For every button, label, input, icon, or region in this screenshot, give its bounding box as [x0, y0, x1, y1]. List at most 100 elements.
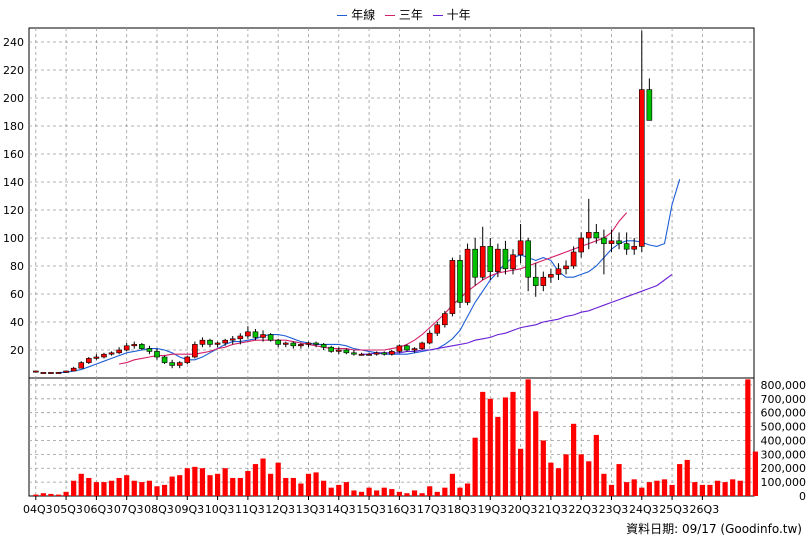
candle-body — [570, 251, 577, 267]
candle-body — [411, 348, 418, 351]
candle-body — [260, 334, 266, 338]
candle-body — [305, 342, 312, 345]
ma-line — [361, 273, 673, 355]
volume-bar — [321, 480, 327, 496]
candle-body — [93, 356, 100, 359]
candle-body — [601, 237, 607, 244]
candle-body — [540, 276, 547, 286]
candle-body — [351, 352, 357, 355]
volume-bar — [677, 464, 683, 496]
xtick-label: 21Q3 — [538, 503, 568, 516]
volume-ytick-label: 600,000 — [761, 407, 807, 420]
volume-bar — [71, 480, 77, 496]
price-ytick-label: 220 — [3, 64, 24, 77]
volume-bar — [699, 484, 705, 496]
volume-bar — [411, 490, 418, 496]
price-plot-frame — [28, 27, 755, 379]
candle-body — [472, 248, 478, 278]
volume-bar — [283, 477, 289, 496]
candle-body — [267, 334, 274, 341]
volume-plot-frame — [28, 377, 755, 497]
volume-bar — [237, 477, 243, 496]
volume-bar — [222, 468, 228, 496]
volume-bar — [313, 472, 319, 496]
candle-body — [585, 232, 592, 239]
candle-body — [532, 276, 539, 286]
candle-body — [495, 248, 501, 272]
candle-body — [108, 352, 115, 355]
candle-body — [101, 353, 107, 358]
candle-body — [389, 351, 395, 355]
legend-swatch-annual — [337, 15, 348, 16]
candle-body — [631, 246, 638, 250]
volume-bar — [480, 391, 486, 496]
candle-body — [548, 274, 554, 278]
candle-body — [86, 358, 92, 363]
candle-body — [335, 349, 342, 352]
ma-line — [58, 179, 681, 373]
price-ytick-label: 100 — [3, 232, 24, 245]
candle-body — [404, 345, 410, 351]
xtick-label: 09Q3 — [174, 503, 204, 516]
volume-bar — [449, 473, 456, 496]
volume-bar — [525, 379, 531, 496]
candle-body — [192, 344, 198, 358]
volume-ytick-label: 0 — [799, 490, 806, 503]
candle-body — [502, 248, 509, 270]
xtick-label: 12Q3 — [265, 503, 295, 516]
price-ytick-label: 20 — [10, 344, 24, 357]
volume-bar — [654, 480, 660, 496]
volume-bar — [510, 391, 516, 496]
legend-swatch-three-year — [385, 15, 396, 16]
candle-body — [139, 344, 145, 349]
volume-bar — [472, 437, 478, 496]
volume-bar — [586, 461, 592, 496]
volume-bar — [442, 487, 448, 496]
candle-body — [313, 342, 319, 345]
volume-bar — [184, 468, 190, 496]
xtick-label: 19Q3 — [477, 503, 507, 516]
candle-body — [131, 344, 138, 347]
candle-body — [55, 372, 62, 374]
candle-body — [328, 346, 335, 352]
volume-bar — [33, 494, 39, 496]
volume-bar — [381, 487, 387, 496]
xtick-label: 10Q3 — [205, 503, 235, 516]
volume-bar — [555, 468, 562, 496]
volume-bar — [245, 471, 251, 496]
candle-body — [154, 351, 160, 358]
volume-bar — [487, 398, 493, 496]
volume-bar — [517, 448, 524, 496]
candle-body — [510, 254, 516, 270]
xtick-label: 24Q3 — [629, 503, 659, 516]
volume-bar — [571, 423, 577, 496]
source-note: 資料日期: 09/17 (Goodinfo.tw) — [626, 522, 802, 536]
volume-bar — [63, 491, 69, 496]
volume-bar — [328, 487, 334, 496]
price-ytick-label: 240 — [3, 36, 24, 49]
price-ytick-label: 60 — [10, 288, 24, 301]
volume-bar — [343, 482, 349, 496]
volume-bar — [116, 477, 122, 496]
volume-bar — [714, 480, 721, 496]
candle-body — [578, 237, 584, 253]
candle-body — [434, 324, 441, 334]
candle-body — [616, 240, 622, 244]
legend-label-annual: 年線 — [351, 8, 376, 22]
volume-bar — [207, 475, 213, 496]
legend-item-three-year: 三年 — [385, 8, 427, 22]
candle-body — [116, 349, 122, 354]
candle-body — [169, 362, 175, 366]
candle-body — [442, 313, 448, 326]
price-ytick-label: 160 — [3, 148, 24, 161]
volume-bar — [495, 416, 501, 496]
xtick-label: 26Q3 — [690, 503, 720, 516]
candle-body — [146, 348, 153, 352]
xtick-label: 15Q3 — [356, 503, 386, 516]
volume-bar — [669, 484, 675, 496]
candle-body — [320, 344, 327, 348]
candle-body — [517, 240, 524, 256]
volume-bar — [146, 480, 153, 496]
volume-bar — [646, 482, 652, 496]
